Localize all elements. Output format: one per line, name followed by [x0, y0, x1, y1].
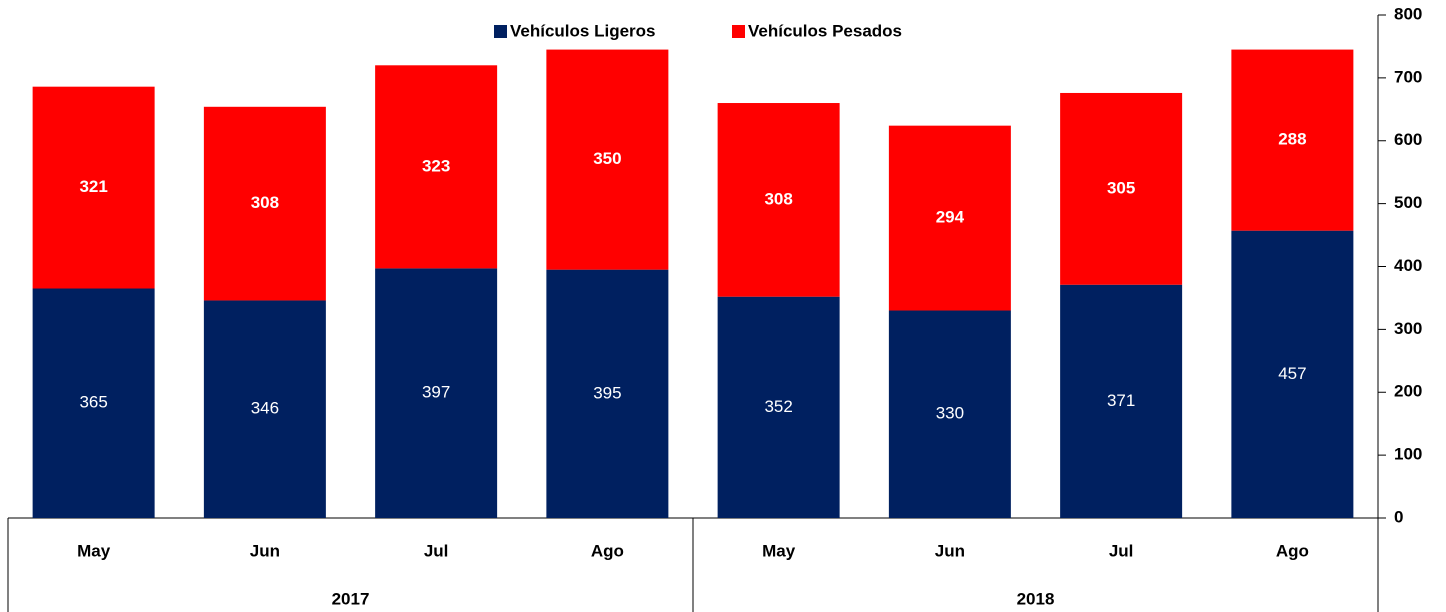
y-tick-label: 500 [1394, 193, 1422, 212]
y-tick-label: 700 [1394, 67, 1422, 86]
bar-segment [1231, 49, 1354, 231]
data-label: 330 [936, 404, 964, 423]
bar-segment [717, 296, 840, 518]
x-tick-label: Jul [424, 541, 449, 560]
legend-swatch [732, 25, 745, 38]
data-label: 457 [1278, 364, 1306, 383]
bar-segment [1231, 230, 1354, 518]
bar-segment [717, 103, 840, 297]
data-label: 395 [593, 383, 621, 402]
x-tick-label: May [77, 541, 111, 560]
y-tick-label: 0 [1394, 507, 1403, 526]
bar-segment [1060, 284, 1183, 518]
bar-segment [375, 65, 498, 269]
y-tick-label: 800 [1394, 4, 1422, 23]
bar-segment [1060, 92, 1183, 285]
data-label: 294 [936, 208, 965, 227]
legend-swatch [494, 25, 507, 38]
y-tick-label: 100 [1394, 445, 1422, 464]
data-label: 352 [764, 397, 792, 416]
bar-segment [888, 125, 1011, 311]
bar-segment [546, 269, 669, 518]
bar-segment [203, 300, 326, 518]
data-label: 350 [593, 149, 621, 168]
x-tick-label: Ago [1276, 541, 1309, 560]
data-label: 308 [251, 193, 279, 212]
x-tick-label: Jun [935, 541, 965, 560]
group-label: 2018 [1017, 589, 1055, 608]
bar-segment [375, 268, 498, 518]
bar-segment [888, 310, 1011, 518]
data-label: 288 [1278, 130, 1306, 149]
legend-label: Vehículos Ligeros [510, 21, 656, 40]
y-tick-label: 600 [1394, 130, 1422, 149]
data-label: 397 [422, 383, 450, 402]
data-label: 323 [422, 156, 450, 175]
data-label: 371 [1107, 391, 1135, 410]
bar-segment [203, 106, 326, 301]
bar-segment [32, 86, 155, 289]
x-tick-label: Ago [591, 541, 624, 560]
data-label: 365 [79, 393, 107, 412]
x-tick-label: Jun [250, 541, 280, 560]
x-tick-label: May [762, 541, 796, 560]
data-label: 321 [79, 177, 107, 196]
group-label: 2017 [332, 589, 370, 608]
x-tick-label: Jul [1109, 541, 1134, 560]
bar-segment [546, 49, 669, 270]
data-label: 305 [1107, 178, 1135, 197]
y-tick-label: 300 [1394, 319, 1422, 338]
y-tick-label: 400 [1394, 256, 1422, 275]
data-label: 346 [251, 399, 279, 418]
y-tick-label: 200 [1394, 382, 1422, 401]
legend-label: Vehículos Pesados [748, 21, 902, 40]
bar-segment [32, 288, 155, 518]
data-label: 308 [764, 189, 792, 208]
